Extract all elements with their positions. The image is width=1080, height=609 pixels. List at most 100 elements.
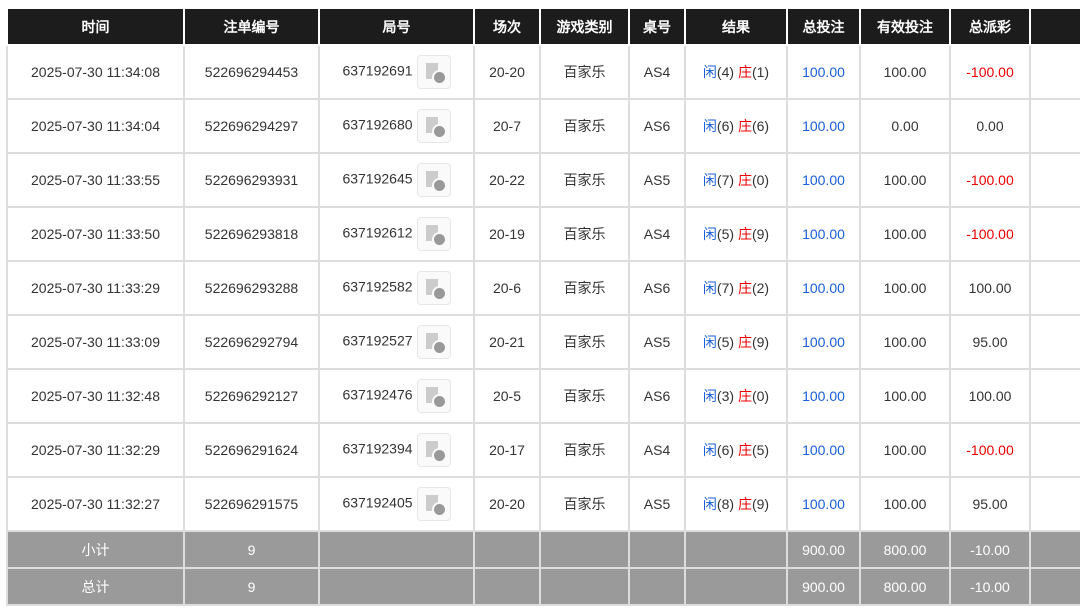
player-score: (5) <box>716 226 735 242</box>
banker-label: 庄 <box>737 334 752 350</box>
player-score: (7) <box>716 172 735 188</box>
banker-score: (0) <box>751 388 770 404</box>
game-type-cell: 百家乐 <box>539 44 630 100</box>
round-cell: 637192645 <box>318 152 475 208</box>
grand_total-payout: -10.00 <box>949 567 1031 606</box>
payout-cell: 100.00 <box>949 260 1031 316</box>
grand_total-row: 总计 9 900.00 800.00 -10.00 <box>6 567 1080 606</box>
banker-label: 庄 <box>737 172 752 188</box>
result-cell: 闲(4) 庄(1) <box>684 44 788 100</box>
column-header[interactable]: 总投注 <box>786 9 861 46</box>
total-bet-cell: 100.00 <box>786 152 861 208</box>
column-header[interactable]: 时间 <box>6 9 185 46</box>
time-cell: 2025-07-30 11:34:04 <box>6 98 185 154</box>
column-header[interactable]: 局号 <box>318 9 475 46</box>
table-header: 时间 注单编号 局号 场次 游戏类别 桌号 结果 总投注 有效投注 总派彩 <box>6 9 1080 46</box>
round-number: 637192405 <box>342 494 413 511</box>
round-number: 637192612 <box>342 224 413 241</box>
payout-cell: -100.00 <box>949 422 1031 478</box>
total-bet-cell: 100.00 <box>786 314 861 370</box>
banker-score: (1) <box>751 64 770 80</box>
player-score: (6) <box>716 442 735 458</box>
table-number-cell: AS6 <box>628 98 686 154</box>
video-replay-icon[interactable] <box>416 55 451 89</box>
grand_total-label: 总计 <box>6 567 185 606</box>
table-row: 2025-07-30 11:34:04 522696294297 6371926… <box>6 98 1080 154</box>
column-header[interactable] <box>1029 9 1080 46</box>
round-number: 637192691 <box>342 62 413 79</box>
video-replay-icon[interactable] <box>416 163 451 197</box>
valid-bet-cell: 100.00 <box>859 260 951 316</box>
bet-id-cell: 522696291624 <box>183 422 320 478</box>
grand_total-valid-bet: 800.00 <box>859 567 951 606</box>
session-cell: 20-6 <box>473 260 541 316</box>
game-type-cell: 百家乐 <box>539 422 630 478</box>
video-replay-icon[interactable] <box>416 487 451 521</box>
session-cell: 20-20 <box>473 44 541 100</box>
table-number-cell: AS5 <box>628 314 686 370</box>
table-number-cell: AS5 <box>628 476 686 532</box>
player-label: 闲 <box>702 280 717 296</box>
column-header[interactable]: 桌号 <box>628 9 686 46</box>
table-row: 2025-07-30 11:32:27 522696291575 6371924… <box>6 476 1080 532</box>
session-cell: 20-7 <box>473 98 541 154</box>
table-row: 2025-07-30 11:33:09 522696292794 6371925… <box>6 314 1080 370</box>
total-bet-cell: 100.00 <box>786 98 861 154</box>
total-bet-cell: 100.00 <box>786 476 861 532</box>
grand_total-count: 9 <box>183 567 320 606</box>
session-cell: 20-20 <box>473 476 541 532</box>
column-header[interactable]: 场次 <box>473 9 541 46</box>
subtotal-row: 小计 9 900.00 800.00 -10.00 <box>6 530 1080 569</box>
round-number: 637192394 <box>342 440 413 457</box>
empty-cell <box>1029 422 1080 478</box>
table-number-cell: AS4 <box>628 206 686 262</box>
empty-cell <box>1029 476 1080 532</box>
time-cell: 2025-07-30 11:33:29 <box>6 260 185 316</box>
session-cell: 20-21 <box>473 314 541 370</box>
video-replay-icon[interactable] <box>416 109 451 143</box>
valid-bet-cell: 100.00 <box>859 476 951 532</box>
banker-label: 庄 <box>737 280 752 296</box>
banker-score: (9) <box>751 496 770 512</box>
result-cell: 闲(5) 庄(9) <box>684 314 788 370</box>
column-header[interactable]: 游戏类别 <box>539 9 630 46</box>
empty-cell <box>1029 260 1080 316</box>
game-type-cell: 百家乐 <box>539 368 630 424</box>
time-cell: 2025-07-30 11:33:50 <box>6 206 185 262</box>
column-header[interactable]: 注单编号 <box>183 9 320 46</box>
round-cell: 637192527 <box>318 314 475 370</box>
banker-label: 庄 <box>737 388 752 404</box>
table-row: 2025-07-30 11:33:50 522696293818 6371926… <box>6 206 1080 262</box>
video-replay-icon[interactable] <box>416 271 451 305</box>
round-cell: 637192405 <box>318 476 475 532</box>
empty-cell <box>1029 98 1080 154</box>
valid-bet-cell: 100.00 <box>859 152 951 208</box>
session-cell: 20-17 <box>473 422 541 478</box>
player-label: 闲 <box>702 496 717 512</box>
grand_total-total-bet: 900.00 <box>786 567 861 606</box>
subtotal-count: 9 <box>183 530 320 569</box>
video-replay-icon[interactable] <box>416 325 451 359</box>
round-number: 637192645 <box>342 170 413 187</box>
banker-label: 庄 <box>737 226 752 242</box>
total-bet-cell: 100.00 <box>786 206 861 262</box>
video-replay-icon[interactable] <box>416 433 451 467</box>
table-row: 2025-07-30 11:33:55 522696293931 6371926… <box>6 152 1080 208</box>
round-cell: 637192476 <box>318 368 475 424</box>
column-header[interactable]: 有效投注 <box>859 9 951 46</box>
column-header[interactable]: 结果 <box>684 9 788 46</box>
table-number-cell: AS6 <box>628 368 686 424</box>
video-replay-icon[interactable] <box>416 379 451 413</box>
payout-cell: -100.00 <box>949 152 1031 208</box>
banker-score: (9) <box>751 334 770 350</box>
valid-bet-cell: 0.00 <box>859 98 951 154</box>
valid-bet-cell: 100.00 <box>859 206 951 262</box>
player-score: (4) <box>716 64 735 80</box>
total-bet-cell: 100.00 <box>786 260 861 316</box>
subtotal-total-bet: 900.00 <box>786 530 861 569</box>
column-header[interactable]: 总派彩 <box>949 9 1031 46</box>
round-cell: 637192394 <box>318 422 475 478</box>
video-replay-icon[interactable] <box>416 217 451 251</box>
session-cell: 20-22 <box>473 152 541 208</box>
game-type-cell: 百家乐 <box>539 206 630 262</box>
